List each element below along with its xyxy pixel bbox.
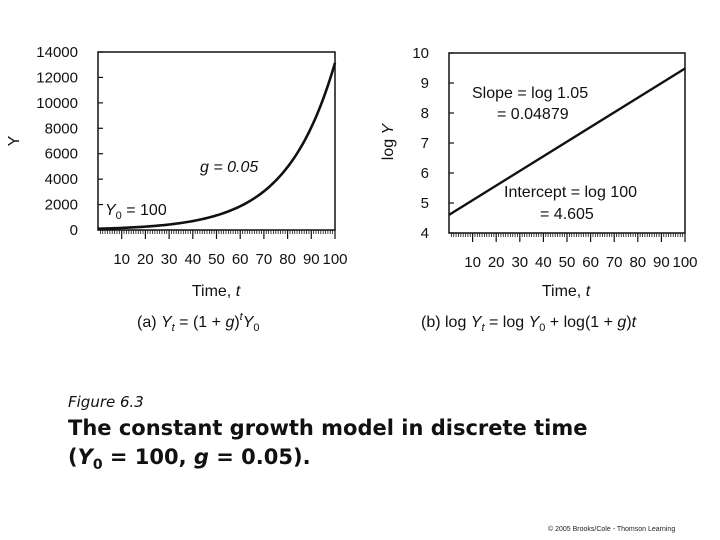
- chart-a-y-tick-label: 0: [70, 222, 78, 239]
- chart-b-x-tick-label: 10: [464, 254, 481, 271]
- chart-a-x-tick-label: 80: [279, 251, 296, 268]
- chart-b-y-tick-label: 7: [421, 135, 429, 152]
- figure-caption-line-2: (Y0 = 100, g = 0.05).: [68, 445, 311, 474]
- chart-b-x-tick-label: 70: [606, 254, 623, 271]
- chart-a-x-tick-label: 10: [113, 251, 130, 268]
- chart-a-y-label: Y: [6, 135, 23, 146]
- chart-b-y-tick-label: 10: [412, 45, 429, 62]
- chart-b-x-tick-label: 40: [535, 254, 552, 271]
- chart-a-x-tick-label: 90: [303, 251, 320, 268]
- figure-caption: The constant growth model in discrete ti…: [68, 414, 688, 480]
- chart-b-x-ticks: 10 20 30 40 50 60 70 80 90 100: [450, 233, 698, 271]
- chart-b-y-tick-label: 5: [421, 195, 429, 212]
- chart-b-intercept-annotation-2: = 4.605: [540, 206, 594, 223]
- chart-a-x-tick-label: 50: [208, 251, 225, 268]
- chart-b: 4 5 6 7 8 9 10 10 20 30 40 50 60 70 80 90 100 log Y Tim…: [380, 45, 698, 334]
- chart-a-y-tick-label: 4000: [45, 171, 78, 188]
- chart-b-slope-annotation-2: = 0.04879: [497, 106, 569, 123]
- chart-a-x-tick-label: 20: [137, 251, 154, 268]
- chart-a-subtitle: (a) Yt = (1 + g)tY0: [137, 311, 260, 334]
- chart-a-x-tick-label: 100: [322, 251, 347, 268]
- chart-b-y-tick-label: 6: [421, 165, 429, 182]
- chart-b-log-line: [448, 67, 686, 216]
- chart-b-y-tick-label: 9: [421, 75, 429, 92]
- chart-b-y-label: log Y: [380, 122, 397, 160]
- figure-label: Figure 6.3: [68, 393, 144, 411]
- chart-a-y0-annotation: Y0 = 100: [105, 202, 167, 222]
- chart-a-y-tick-label: 14000: [36, 44, 78, 61]
- chart-b-y-tick-label: 4: [421, 225, 429, 242]
- chart-b-y-tick-label: 8: [421, 105, 429, 122]
- chart-a-y-tick-label: 10000: [36, 95, 78, 112]
- copyright-notice: © 2005 Brooks/Cole - Thomson Learning: [548, 526, 676, 533]
- chart-a-g-annotation: g = 0.05: [200, 159, 258, 176]
- chart-a-x-tick-label: 30: [161, 251, 178, 268]
- chart-a-growth-curve: [97, 62, 337, 231]
- chart-a-x-label: Time, t: [192, 283, 241, 300]
- figure-caption-line-1: The constant growth model in discrete ti…: [68, 416, 588, 440]
- chart-a-y-ticks: 0 2000 4000 6000 8000 10000 12000 14000: [36, 44, 103, 239]
- chart-b-x-tick-label: 60: [582, 254, 599, 271]
- chart-b-x-tick-label: 80: [629, 254, 646, 271]
- chart-b-intercept-annotation-1: Intercept = log 100: [504, 184, 637, 201]
- chart-a-y-tick-label: 2000: [45, 197, 78, 214]
- chart-b-x-tick-label: 20: [488, 254, 505, 271]
- chart-a-x-tick-label: 40: [184, 251, 201, 268]
- chart-a-x-tick-label: 70: [256, 251, 273, 268]
- chart-a-x-ticks: 10 20 30 40 50 60 70 80 90 100: [99, 230, 348, 268]
- chart-b-subtitle: (b) log Yt = log Y0 + log(1 + g)t: [421, 314, 637, 334]
- chart-b-y-ticks: 4 5 6 7 8 9 10: [412, 45, 454, 242]
- chart-a: 0 2000 4000 6000 8000 10000 12000 14000 10 20 30 4…: [6, 44, 348, 334]
- chart-b-x-tick-label: 90: [653, 254, 670, 271]
- chart-b-x-label: Time, t: [542, 283, 591, 300]
- chart-a-y-tick-label: 6000: [45, 146, 78, 163]
- chart-a-y-tick-label: 8000: [45, 120, 78, 137]
- chart-b-x-tick-label: 30: [511, 254, 528, 271]
- chart-b-x-tick-label: 100: [672, 254, 697, 271]
- chart-b-x-tick-label: 50: [559, 254, 576, 271]
- chart-a-y-tick-label: 12000: [36, 69, 78, 86]
- chart-b-slope-annotation-1: Slope = log 1.05: [472, 85, 588, 102]
- chart-a-x-tick-label: 60: [232, 251, 249, 268]
